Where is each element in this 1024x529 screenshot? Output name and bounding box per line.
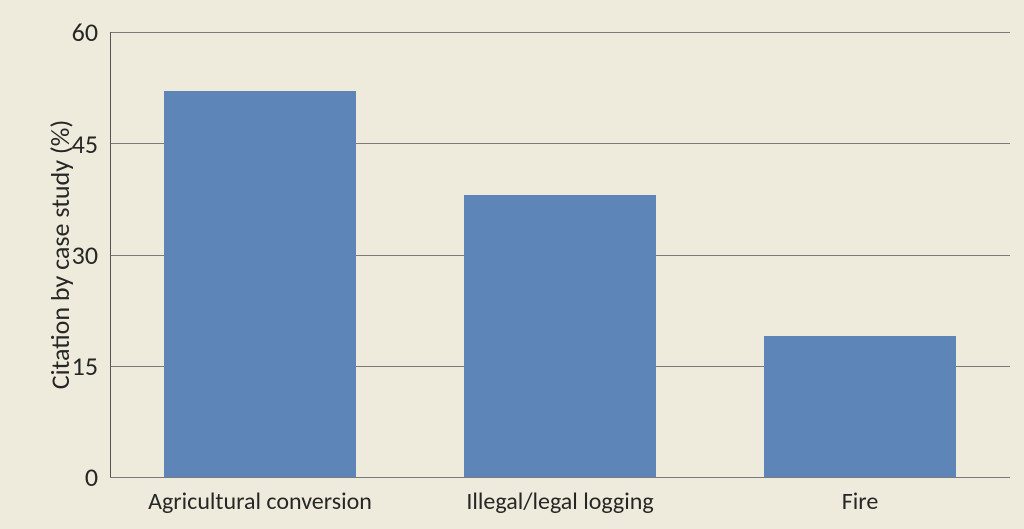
bar bbox=[764, 336, 956, 477]
y-tick-label: 15 bbox=[0, 350, 98, 382]
gridline bbox=[110, 32, 1010, 33]
x-tick-label: Agricultural conversion bbox=[110, 487, 410, 516]
bar bbox=[464, 195, 656, 477]
x-tick-label: Illegal/legal logging bbox=[410, 487, 710, 516]
y-tick-label: 0 bbox=[0, 461, 98, 493]
plot-area bbox=[110, 32, 1010, 477]
bar-chart: Citation by case study (%) 015304560Agri… bbox=[0, 0, 1024, 529]
y-tick-label: 60 bbox=[0, 16, 98, 48]
bar bbox=[164, 91, 356, 477]
y-tick-label: 30 bbox=[0, 239, 98, 271]
gridline bbox=[110, 477, 1010, 478]
y-tick-label: 45 bbox=[0, 128, 98, 160]
x-tick-label: Fire bbox=[710, 487, 1010, 516]
y-axis-line bbox=[110, 32, 111, 477]
